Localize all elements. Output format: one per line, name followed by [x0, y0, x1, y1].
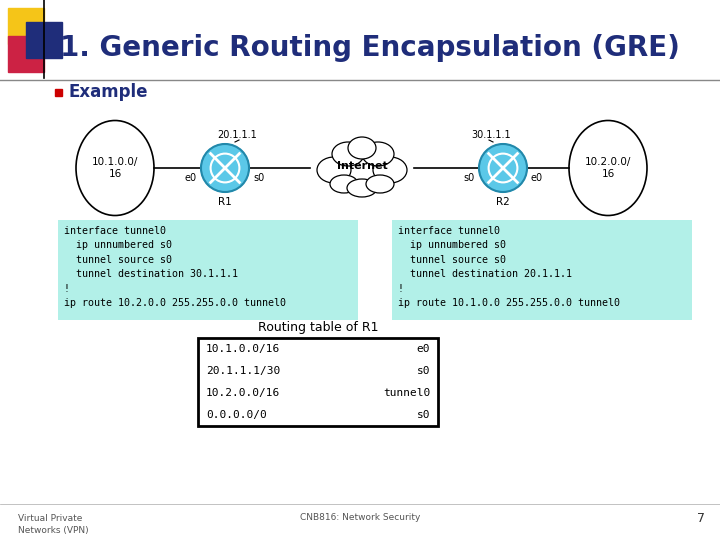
Text: 10.2.0.0/
16: 10.2.0.0/ 16: [585, 157, 631, 179]
Ellipse shape: [348, 137, 376, 159]
Text: CNB816: Network Security: CNB816: Network Security: [300, 514, 420, 523]
Text: 30.1.1.1: 30.1.1.1: [471, 130, 510, 140]
Ellipse shape: [330, 175, 358, 193]
Text: 0.0.0.0/0: 0.0.0.0/0: [206, 410, 266, 420]
Ellipse shape: [332, 142, 364, 166]
Text: interface tunnel0
  ip unnumbered s0
  tunnel source s0
  tunnel destination 30.: interface tunnel0 ip unnumbered s0 tunne…: [64, 226, 286, 308]
Text: 10.1.0.0/
16: 10.1.0.0/ 16: [92, 157, 138, 179]
Text: 1. Generic Routing Encapsulation (GRE): 1. Generic Routing Encapsulation (GRE): [60, 34, 680, 62]
Bar: [26, 22, 62, 58]
Text: tunnel0: tunnel0: [383, 388, 430, 398]
Text: 20.1.1.1/30: 20.1.1.1/30: [206, 366, 280, 376]
Bar: [392, 220, 692, 320]
Text: s0: s0: [416, 410, 430, 420]
Text: R1: R1: [218, 197, 232, 207]
Circle shape: [201, 144, 249, 192]
Text: e0: e0: [416, 344, 430, 354]
Text: Routing table of R1: Routing table of R1: [258, 321, 378, 334]
Text: s0: s0: [253, 173, 265, 183]
Text: 20.1.1.1: 20.1.1.1: [217, 130, 257, 140]
Ellipse shape: [373, 157, 407, 183]
Ellipse shape: [366, 175, 394, 193]
Bar: [55, 89, 62, 96]
Ellipse shape: [347, 179, 377, 197]
Text: 7: 7: [697, 511, 705, 524]
Text: Internet: Internet: [337, 161, 387, 171]
Bar: [8, 36, 44, 72]
Bar: [198, 338, 438, 426]
Text: e0: e0: [531, 173, 543, 183]
Text: s0: s0: [464, 173, 474, 183]
Text: Example: Example: [68, 83, 148, 101]
Text: s0: s0: [416, 366, 430, 376]
Text: Virtual Private
Networks (VPN): Virtual Private Networks (VPN): [18, 514, 89, 535]
Text: R2: R2: [496, 197, 510, 207]
Ellipse shape: [362, 142, 394, 166]
Bar: [8, 8, 44, 44]
Ellipse shape: [317, 157, 351, 183]
Text: interface tunnel0
  ip unnumbered s0
  tunnel source s0
  tunnel destination 20.: interface tunnel0 ip unnumbered s0 tunne…: [398, 226, 620, 308]
Ellipse shape: [336, 146, 388, 182]
Text: e0: e0: [185, 173, 197, 183]
Circle shape: [479, 144, 527, 192]
Bar: [58, 220, 358, 320]
Text: 10.1.0.0/16: 10.1.0.0/16: [206, 344, 280, 354]
Text: 10.2.0.0/16: 10.2.0.0/16: [206, 388, 280, 398]
